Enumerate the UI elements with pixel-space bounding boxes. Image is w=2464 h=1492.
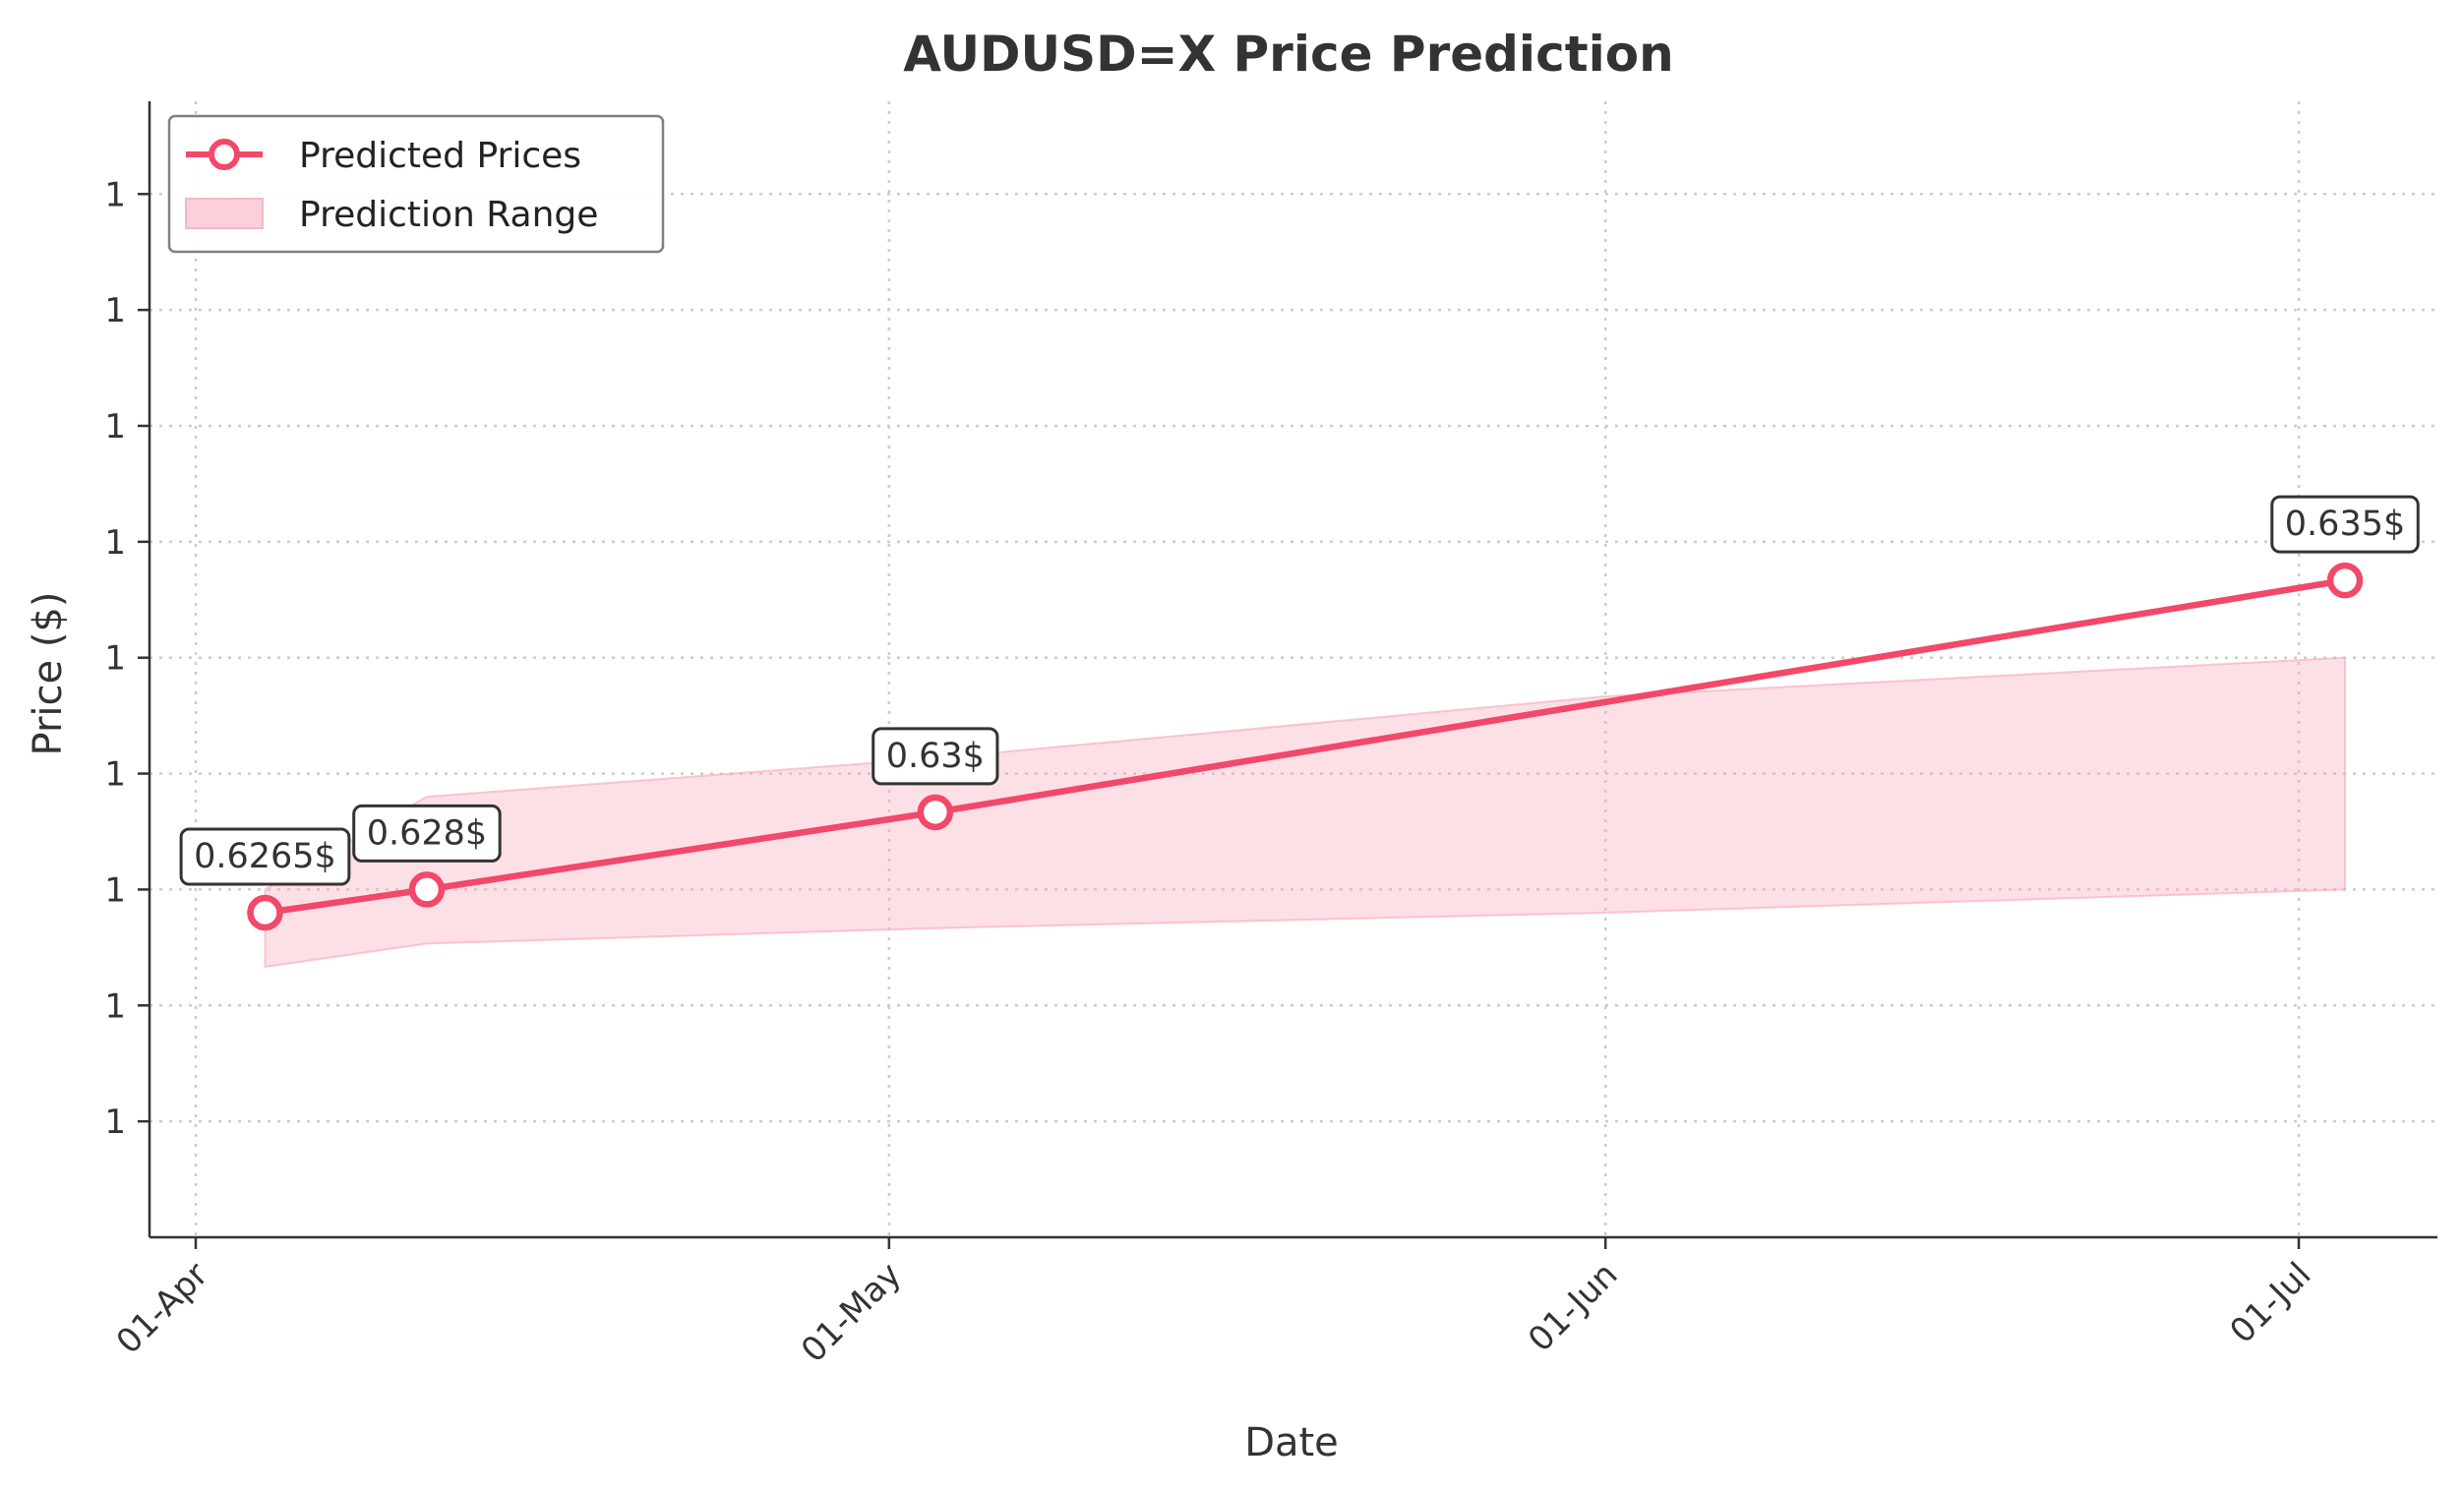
data-label-text: 0.628$ bbox=[367, 813, 487, 853]
predicted-price-line bbox=[262, 576, 2349, 917]
chart-title: AUDUSD=X Price Prediction bbox=[903, 26, 1673, 83]
data-label: 0.63$ bbox=[871, 727, 999, 786]
axes bbox=[148, 101, 2437, 1239]
data-label-box bbox=[871, 727, 999, 786]
y-axis-label: Price ($) bbox=[26, 592, 71, 756]
prediction-range bbox=[264, 656, 2346, 969]
legend-box bbox=[167, 114, 665, 254]
data-label-text: 0.63$ bbox=[886, 737, 985, 776]
data-label: 0.628$ bbox=[352, 804, 502, 863]
predicted-price-point bbox=[917, 794, 954, 831]
legend-range-swatch bbox=[185, 198, 264, 229]
y-tick-label: 1 bbox=[104, 755, 126, 795]
predicted-price-point bbox=[408, 871, 446, 908]
y-tick-label: 1 bbox=[104, 175, 126, 214]
y-tick-label: 1 bbox=[104, 870, 126, 910]
grid bbox=[150, 101, 2437, 1237]
data-labels: 0.6265$ 0.628$ 0.63$ 0.635$ bbox=[179, 495, 2420, 886]
predicted-price-point bbox=[2326, 562, 2364, 599]
y-tick-label: 1 bbox=[104, 639, 126, 679]
legend: Predicted Prices Prediction Range bbox=[167, 114, 665, 254]
prediction-range-band bbox=[264, 656, 2346, 969]
legend-label-range: Prediction Range bbox=[299, 195, 598, 235]
y-tick-label: 1 bbox=[104, 1103, 126, 1142]
x-axis-label: Date bbox=[1244, 1420, 1339, 1465]
data-label-box bbox=[2270, 495, 2420, 554]
data-label-box bbox=[179, 827, 351, 886]
predicted-price-point bbox=[247, 894, 283, 931]
data-label: 0.6265$ bbox=[179, 827, 351, 886]
y-tick-label: 1 bbox=[104, 523, 126, 563]
data-label-box bbox=[352, 804, 502, 863]
data-label-text: 0.635$ bbox=[2285, 505, 2405, 544]
legend-marker-swatch bbox=[209, 139, 240, 170]
series bbox=[247, 562, 2364, 931]
data-label-text: 0.6265$ bbox=[194, 837, 336, 876]
y-tick-label: 1 bbox=[104, 407, 126, 447]
legend-label-predicted: Predicted Prices bbox=[299, 136, 581, 176]
data-label: 0.635$ bbox=[2270, 495, 2420, 554]
y-tick-label: 1 bbox=[104, 291, 126, 330]
y-tick-label: 1 bbox=[104, 986, 126, 1026]
